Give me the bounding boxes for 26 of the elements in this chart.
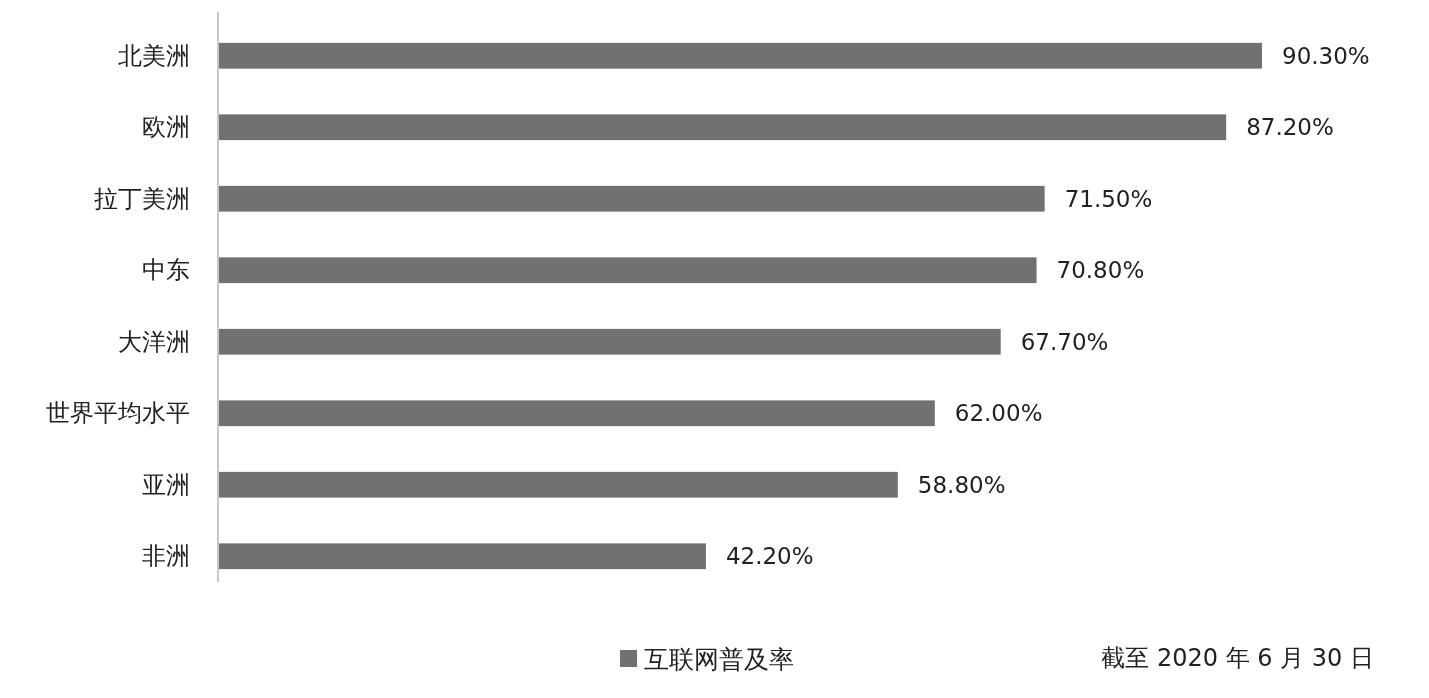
bar	[218, 543, 706, 570]
y-tick-label: 拉丁美洲	[94, 184, 190, 213]
data-label: 87.20%	[1246, 114, 1334, 141]
y-tick-label: 北美洲	[118, 41, 190, 70]
bar	[218, 185, 1045, 212]
y-tick-label: 世界平均水平	[46, 399, 190, 428]
data-label: 62.00%	[954, 400, 1043, 427]
bar	[218, 328, 1001, 355]
y-tick-label: 非洲	[142, 542, 190, 571]
data-label: 42.20%	[725, 543, 814, 570]
data-label: 70.80%	[1056, 257, 1145, 284]
bar	[218, 114, 1227, 141]
y-tick-label: 大洋洲	[118, 327, 190, 356]
y-tick-label: 中东	[142, 256, 190, 285]
data-label: 71.50%	[1064, 185, 1153, 212]
data-label: 58.80%	[917, 471, 1006, 498]
y-tick-label: 欧洲	[142, 113, 190, 142]
bar	[218, 471, 898, 498]
bar	[218, 400, 935, 427]
data-label: 90.30%	[1282, 42, 1370, 69]
bar	[218, 257, 1037, 284]
y-tick-label: 亚洲	[142, 470, 190, 499]
text: 截至 2020 年 6 月 30 日	[1101, 644, 1374, 672]
data-label: 67.70%	[1020, 328, 1109, 355]
bar	[218, 42, 1262, 69]
legend-label: 互联网普及率	[644, 644, 794, 674]
